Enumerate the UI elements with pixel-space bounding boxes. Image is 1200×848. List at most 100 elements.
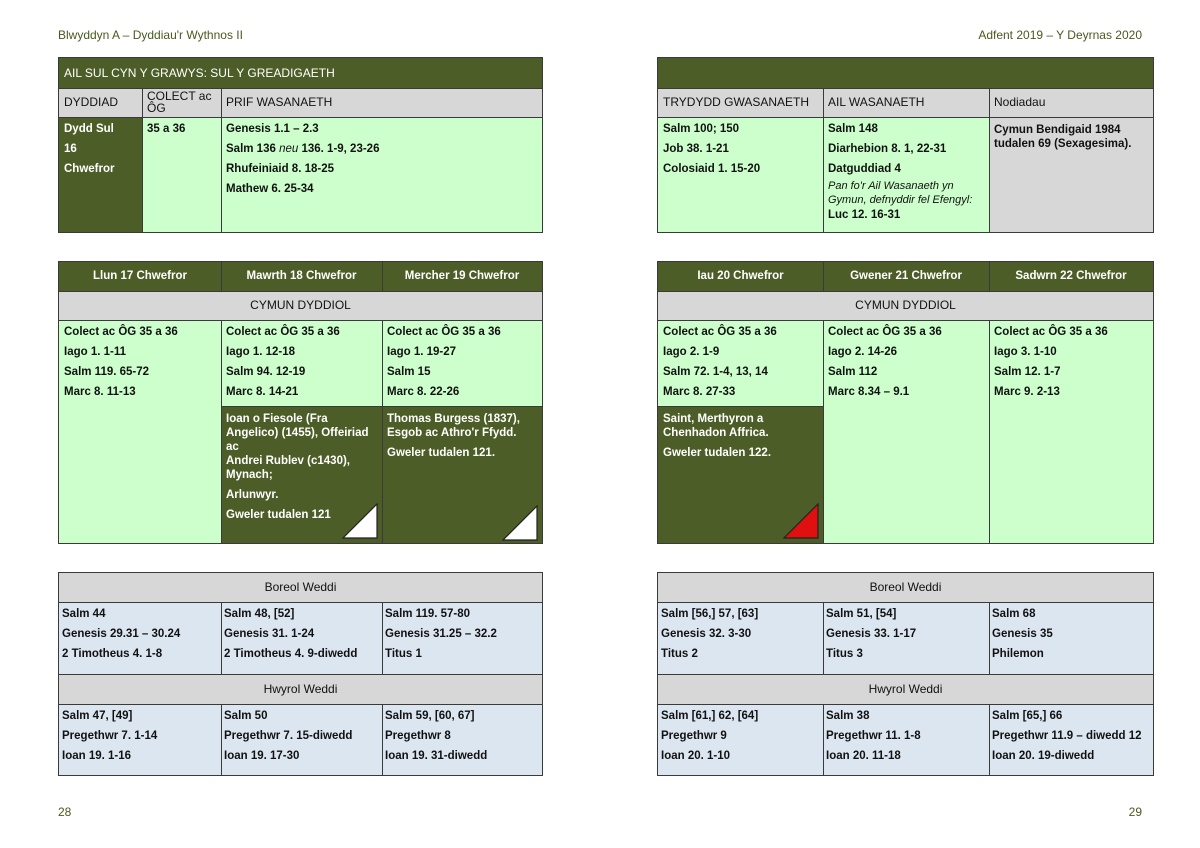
boreol-weddi-label: Boreol Weddi: [59, 573, 542, 602]
sunday-nodiadau-cell: Cymun Bendigaid 1984 tudalen 69 (Sexages…: [989, 117, 1153, 232]
office-readings: Salm 50 Pregethwr 7. 15-diwedd Ioan 19. …: [221, 704, 382, 775]
cymun-dyddiol-label: CYMUN DYDDIOL: [59, 291, 542, 320]
office-readings: Salm 68 Genesis 35 Philemon: [989, 602, 1153, 674]
reading: Titus 2: [661, 648, 698, 660]
commemoration-line: Arlunwyr.: [226, 489, 279, 501]
reading: Salm 119. 65-72: [64, 366, 150, 378]
reading: Salm 50: [224, 710, 268, 722]
reading: Luc 12. 16-31: [828, 209, 901, 221]
reading: Salm [56,] 57, [63]: [661, 608, 759, 620]
reading: Ioan 19. 17-30: [224, 750, 300, 762]
office-readings: Salm [65,] 66 Pregethwr 11.9 – diwedd 12…: [989, 704, 1153, 775]
hwyrol-weddi-label: Hwyrol Weddi: [658, 674, 1153, 704]
hwyrol-weddi-label: Hwyrol Weddi: [59, 674, 542, 704]
commemoration-line: Saint, Merthyron a Chenhadon Affrica.: [663, 413, 769, 439]
reading: Iago 2. 14-26: [828, 346, 898, 358]
col-header-prif: PRIF WASANAETH: [221, 88, 542, 117]
day-header: Mawrth 18 Chwefror: [221, 262, 382, 291]
office-readings: Salm 47, [49] Pregethwr 7. 1-14 Ioan 19.…: [59, 704, 221, 775]
reading: Colosiaid 1. 15-20: [663, 163, 761, 175]
reading: Colect ac ÔG 35 a 36: [663, 326, 777, 338]
commemoration-line: ac: [226, 441, 239, 453]
reading: Salm 44: [62, 608, 106, 620]
sunday-title-spacer: [658, 58, 1153, 88]
cymun-dyddiol-label: CYMUN DYDDIOL: [658, 291, 1153, 320]
day-readings: Colect ac ÔG 35 a 36 Iago 2. 14-26 Salm …: [823, 320, 989, 543]
white-triangle-icon: [502, 505, 538, 541]
office-readings: Salm 119. 57-80 Genesis 31.25 – 32.2 Tit…: [382, 602, 542, 674]
reading: Salm 38: [826, 710, 870, 722]
reading: Marc 8. 22-26: [387, 386, 460, 398]
sunday-title: AIL SUL CYN Y GRAWYS: SUL Y GREADIGAETH: [59, 58, 542, 88]
day-header: Iau 20 Chwefror: [658, 262, 823, 291]
reading: Marc 8.34 – 9.1: [828, 386, 910, 398]
date-line: Dydd Sul: [64, 123, 114, 135]
office-readings: Salm [56,] 57, [63] Genesis 32. 3-30 Tit…: [658, 602, 823, 674]
boreol-weddi-label: Boreol Weddi: [658, 573, 1153, 602]
reading: Marc 8. 27-33: [663, 386, 736, 398]
commemoration-line: Thomas Burgess (1837), Esgob ac Athro'r …: [387, 413, 520, 439]
reading: Colect ac ÔG 35 a 36: [64, 326, 178, 338]
offices-table-left: Boreol Weddi Salm 44 Genesis 29.31 – 30.…: [58, 572, 543, 776]
reading: Diarhebion 8. 1, 22-31: [828, 143, 947, 155]
reading: Pregethwr 7. 15-diwedd: [224, 730, 353, 742]
col-header-nodiadau: Nodiadau: [989, 88, 1153, 117]
reading: Job 38. 1-21: [663, 143, 729, 155]
reading: Salm 119. 57-80: [385, 608, 471, 620]
commemoration-line: Gweler tudalen 121: [226, 509, 331, 521]
reading: Genesis 29.31 – 30.24: [62, 628, 181, 640]
reading: Ioan 20. 1-10: [661, 750, 731, 762]
day-header: Sadwrn 22 Chwefror: [989, 262, 1153, 291]
reading: Salm 12. 1-7: [994, 366, 1061, 378]
reading: Colect ac ÔG 35 a 36: [828, 326, 942, 338]
reading: Salm [61,] 62, [64]: [661, 710, 759, 722]
reading: Salm 94. 12-19: [226, 366, 306, 378]
reading: Salm 112: [828, 366, 878, 378]
date-line: 16: [64, 143, 77, 155]
running-header-right: Adfent 2019 – Y Deyrnas 2020: [978, 28, 1142, 42]
page-number-right: 29: [1128, 805, 1142, 819]
white-triangle-icon: [342, 503, 378, 539]
weekday-table-left: Llun 17 Chwefror Mawrth 18 Chwefror Merc…: [58, 261, 543, 544]
office-readings: Salm 59, [60, 67] Pregethwr 8 Ioan 19. 3…: [382, 704, 542, 775]
office-readings: Salm 44 Genesis 29.31 – 30.24 2 Timotheu…: [59, 602, 221, 674]
reading: Iago 3. 1-10: [994, 346, 1057, 358]
reading: Genesis 31. 1-24: [224, 628, 315, 640]
commemoration-cell: Ioan o Fiesole (Fra Angelico) (1455), Of…: [221, 406, 382, 543]
reading: Marc 8. 14-21: [226, 386, 299, 398]
commemoration-line: Gweler tudalen 121.: [387, 447, 496, 459]
reading: Salm 51, [54]: [826, 608, 897, 620]
day-header: Mercher 19 Chwefror: [382, 262, 542, 291]
reading: Pregethwr 9: [661, 730, 727, 742]
reading: Salm 68: [992, 608, 1036, 620]
reading: Salm 48, [52]: [224, 608, 295, 620]
reading: Ioan 20. 19-diwedd: [992, 750, 1095, 762]
red-triangle-icon: [783, 503, 819, 539]
date-line: Chwefror: [64, 163, 115, 175]
reading: Salm 136 neu 136. 1-9, 23-26: [226, 143, 380, 155]
day-readings: Colect ac ÔG 35 a 36 Iago 3. 1-10 Salm 1…: [989, 320, 1153, 543]
page-number-left: 28: [58, 805, 72, 819]
sunday-table-right: TRYDYDD GWASANAETH AIL WASANAETH Nodiada…: [657, 57, 1154, 233]
commemoration-cell: Saint, Merthyron a Chenhadon Affrica. Gw…: [658, 406, 823, 543]
reading: Salm 15: [387, 366, 431, 378]
commemoration-line: Ioan o Fiesole (Fra Angelico) (1455), Of…: [226, 413, 369, 439]
reading: Iago 1. 1-11: [64, 346, 127, 358]
offices-table-right: Boreol Weddi Salm [56,] 57, [63] Genesis…: [657, 572, 1154, 776]
office-readings: Salm 51, [54] Genesis 33. 1-17 Titus 3: [823, 602, 989, 674]
reading: Colect ac ÔG 35 a 36: [994, 326, 1108, 338]
reading: Pregethwr 11.9 – diwedd 12: [992, 730, 1142, 742]
reading: Mathew 6. 25-34: [226, 183, 314, 195]
col-header-dyddiad: DYDDIAD: [59, 88, 142, 117]
reading: Titus 1: [385, 648, 422, 660]
weekday-table-right: Iau 20 Chwefror Gwener 21 Chwefror Sadwr…: [657, 261, 1154, 544]
sunday-ail-cell: Salm 148 Diarhebion 8. 1, 22-31 Datguddi…: [823, 117, 989, 232]
day-readings: Colect ac ÔG 35 a 36 Iago 1. 1-11 Salm 1…: [59, 320, 221, 543]
sunday-date-cell: Dydd Sul 16 Chwefror: [59, 117, 142, 232]
reading: Titus 3: [826, 648, 863, 660]
reading: Salm 148: [828, 123, 878, 135]
reading: Pregethwr 8: [385, 730, 451, 742]
gospel-note: Pan fo'r Ail Wasanaeth yn Gymun, defnydd…: [828, 180, 973, 206]
reading: Iago 1. 12-18: [226, 346, 296, 358]
reading: Ioan 20. 11-18: [826, 750, 901, 762]
